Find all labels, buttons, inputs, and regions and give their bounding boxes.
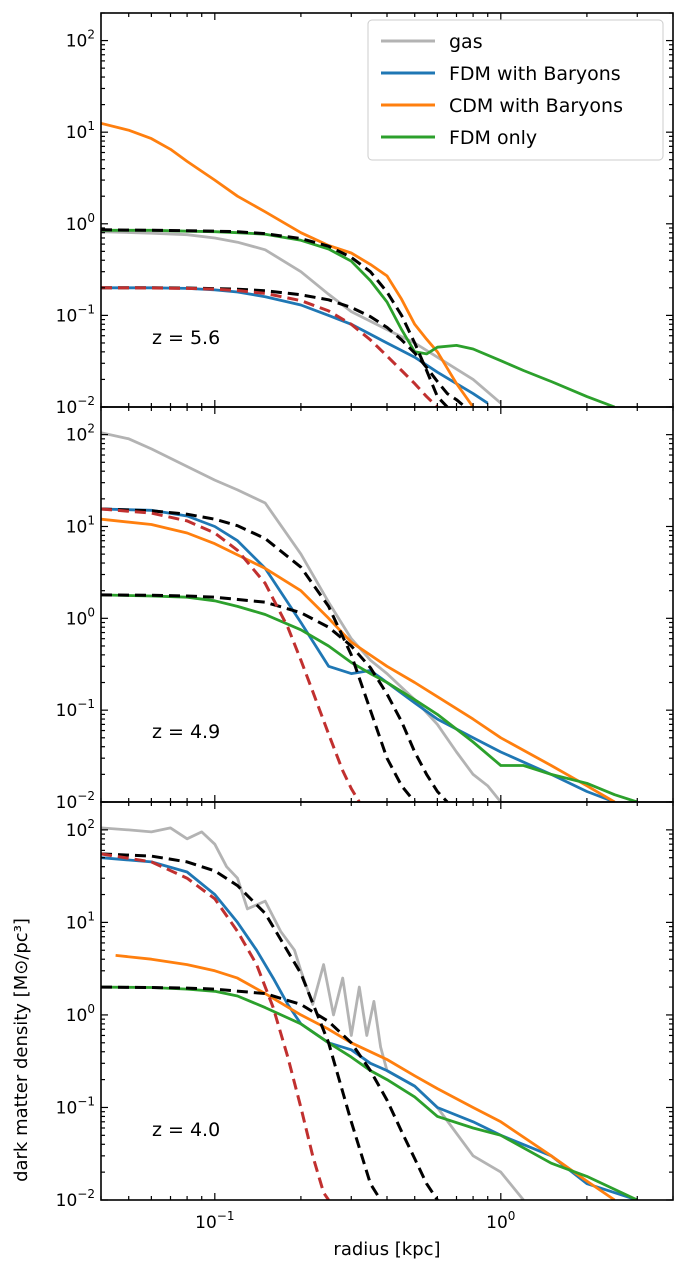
- y-tick-label: 100: [66, 1002, 95, 1026]
- panel-frame: [100, 801, 674, 1201]
- series-line-gas: [101, 431, 502, 802]
- legend: gas FDM with Baryons CDM with Baryons FD…: [367, 19, 664, 161]
- series-line-cdm-baryons: [101, 121, 475, 407]
- series-line-core-fit-dashed: [101, 228, 449, 407]
- series-line-fdm-only: [101, 593, 638, 802]
- panel-z40: 10−2 10−1 100 101 102 10−1 100 z = 4.0: [56, 801, 674, 1233]
- x-tick-label: 100: [486, 1209, 515, 1233]
- y-tick-label: 10−1: [56, 302, 95, 326]
- series-line-cdm-baryons: [101, 517, 616, 802]
- panel-label: z = 4.9: [152, 721, 220, 743]
- panel-label: z = 4.0: [152, 1119, 220, 1141]
- legend-label-gas: gas: [449, 31, 483, 53]
- series-line-core-fit-red-dashed: [101, 286, 439, 407]
- y-tick-label: 10−1: [56, 1094, 95, 1118]
- x-tick-label: 10−1: [195, 1209, 234, 1233]
- y-tick-label: 102: [66, 817, 95, 841]
- y-tick-label: 101: [66, 909, 95, 933]
- legend-label-fdm-only: FDM only: [449, 127, 537, 149]
- series-line-fdm-baryons: [101, 507, 616, 802]
- y-axis-label: dark matter density [M⊙/pc³]: [11, 918, 32, 1182]
- series-line-core-fit-red-dashed: [101, 852, 330, 1200]
- series-line-core-fit-red-dashed: [101, 507, 361, 802]
- panel-z49: 10−2 10−1 100 101 102 z = 4.9: [56, 406, 674, 813]
- series-line-core-fit-dashed: [101, 507, 416, 802]
- y-tick-label: 101: [66, 119, 95, 143]
- series-line-core-fit-dashed: [101, 985, 440, 1200]
- x-axis-label: radius [kpc]: [333, 1239, 440, 1260]
- legend-label-fdm-baryons: FDM with Baryons: [449, 63, 621, 85]
- y-tick-label: 10−1: [56, 697, 95, 721]
- y-tick-label: 101: [66, 513, 95, 537]
- y-tick-label: 102: [66, 28, 95, 52]
- series-line-fdm-only: [101, 985, 638, 1200]
- panel-label: z = 5.6: [152, 327, 220, 349]
- y-tick-label: 100: [66, 211, 95, 235]
- legend-label-cdm-baryons: CDM with Baryons: [449, 95, 623, 117]
- y-tick-label: 100: [66, 605, 95, 629]
- series-line-core-fit-dashed: [101, 852, 382, 1200]
- series-line-core-fit-dashed: [101, 593, 449, 802]
- legend-frame: [367, 19, 664, 161]
- series-line-gas: [101, 826, 525, 1200]
- y-tick-label: 10−2: [56, 789, 95, 813]
- y-tick-label: 102: [66, 422, 95, 446]
- y-tick-label: 10−2: [56, 1187, 95, 1211]
- y-tick-label: 10−2: [56, 394, 95, 418]
- series-line-gas: [101, 230, 502, 405]
